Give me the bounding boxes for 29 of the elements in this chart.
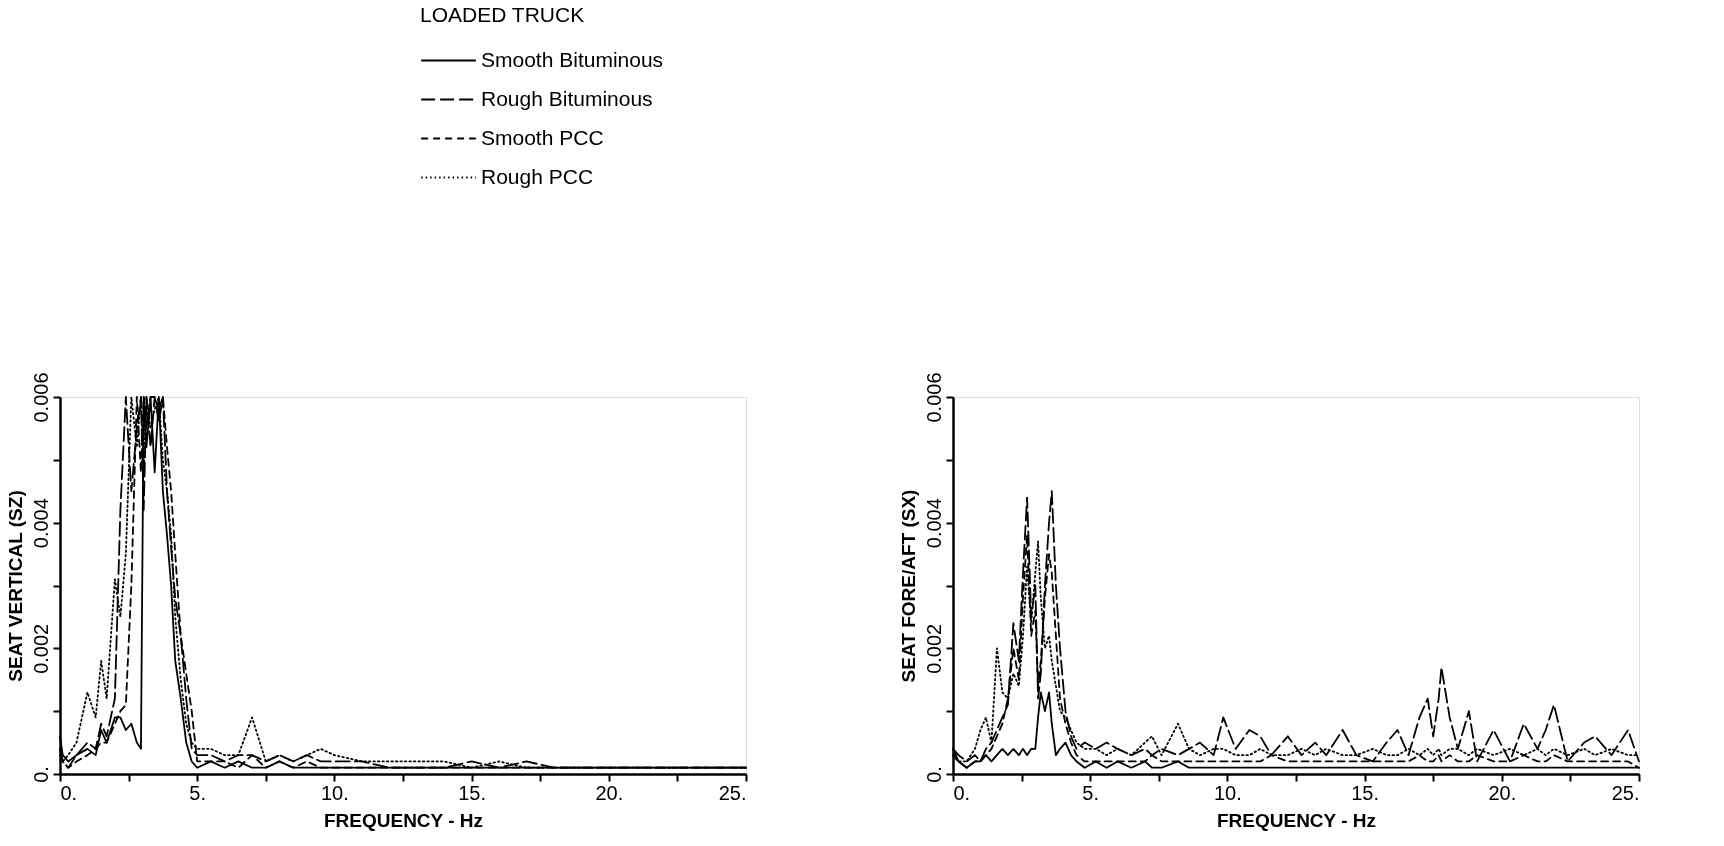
x-tick-label: 10. [1213,781,1242,804]
x-tick-label: 5. [1082,781,1100,804]
x-tick-label: 20. [1488,781,1517,804]
x-tick-label: 0. [60,781,78,804]
x-axis-title: FREQUENCY - Hz [1216,809,1377,831]
x-tick-label: 15. [458,781,487,804]
y-tick-label: 0. [922,766,945,783]
y-tick-label: 0.002 [29,623,52,674]
legend-label: Smooth Bituminous [481,47,664,71]
x-tick-label: 10. [320,781,349,804]
y-tick-label: 0.002 [922,623,945,674]
x-tick-label: 25. [718,781,747,804]
x-tick-label: 20. [595,781,624,804]
y-axis-title: SEAT FORE/AFT (SX) [897,489,919,683]
y-tick-label: 0.004 [29,498,52,549]
y-tick-label: 0. [29,766,52,783]
y-tick-label: 0.004 [922,498,945,549]
x-tick-label: 5. [189,781,207,804]
y-tick-label: 0.006 [922,372,945,423]
legend-title: LOADED TRUCK [420,3,585,26]
y-tick-label: 0.006 [29,372,52,423]
x-axis-title: FREQUENCY - Hz [323,809,484,831]
legend-label: Rough PCC [481,164,594,188]
x-tick-label: 25. [1611,781,1640,804]
legend-label: Rough Bituminous [481,86,653,110]
x-tick-label: 0. [953,781,971,804]
legend-label: Smooth PCC [481,125,604,149]
x-tick-label: 15. [1351,781,1380,804]
y-axis-title: SEAT VERTICAL (SZ) [4,490,26,682]
